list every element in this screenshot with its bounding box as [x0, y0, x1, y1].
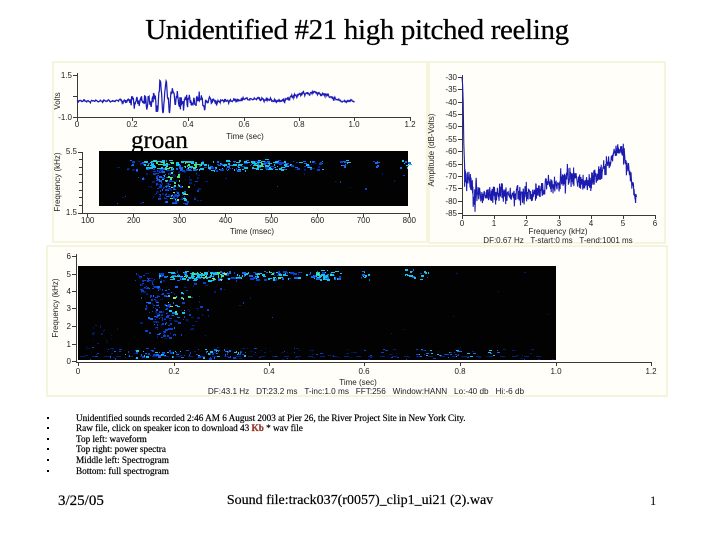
svg-text:0: 0	[76, 367, 81, 376]
svg-text:1.0: 1.0	[550, 367, 562, 376]
svg-text:-70: -70	[445, 172, 457, 181]
svg-text:2: 2	[67, 322, 72, 331]
svg-text:0.6: 0.6	[238, 120, 250, 129]
svg-text:1.0: 1.0	[348, 120, 360, 129]
svg-text:300: 300	[173, 216, 187, 225]
svg-text:4: 4	[67, 287, 72, 296]
svg-text:-85: -85	[445, 209, 457, 218]
svg-text:Frequency (kHz): Frequency (kHz)	[53, 152, 62, 211]
svg-text:-80: -80	[445, 197, 457, 206]
svg-text:0: 0	[75, 120, 80, 129]
svg-text:5.5: 5.5	[66, 147, 78, 156]
svg-text:3: 3	[67, 304, 72, 313]
svg-text:0.2: 0.2	[126, 120, 138, 129]
svg-text:1.5: 1.5	[66, 208, 78, 217]
svg-text:-75: -75	[445, 184, 457, 193]
svg-text:Time (sec): Time (sec)	[226, 132, 264, 141]
svg-text:0.8: 0.8	[293, 120, 305, 129]
svg-text:400: 400	[219, 216, 233, 225]
svg-text:-45: -45	[445, 110, 457, 119]
svg-text:5: 5	[67, 270, 72, 279]
svg-text:1: 1	[67, 340, 72, 349]
svg-text:500: 500	[265, 216, 279, 225]
svg-text:-50: -50	[445, 122, 457, 131]
svg-text:-1.0: -1.0	[58, 113, 72, 122]
svg-text:2: 2	[524, 219, 529, 228]
svg-text:-65: -65	[445, 160, 457, 169]
svg-text:Amplitude (dB-Volts): Amplitude (dB-Volts)	[427, 113, 436, 186]
svg-text:1.2: 1.2	[645, 367, 657, 376]
svg-text:0.4: 0.4	[182, 120, 194, 129]
svg-text:-55: -55	[445, 135, 457, 144]
svg-text:1.2: 1.2	[404, 120, 416, 129]
svg-text:600: 600	[311, 216, 325, 225]
svg-text:4: 4	[589, 219, 594, 228]
svg-text:DF:0.67 Hz T-start:0 ms T-: DF:0.67 Hz T-start:0 ms T-end:1001 ms	[483, 236, 632, 245]
svg-text:0: 0	[460, 219, 465, 228]
svg-text:3: 3	[557, 219, 562, 228]
svg-text:800: 800	[403, 216, 417, 225]
svg-text:0.8: 0.8	[454, 367, 466, 376]
svg-text:1.5: 1.5	[61, 71, 73, 80]
svg-text:Frequency (kHz): Frequency (kHz)	[528, 227, 587, 236]
svg-text:Time (sec): Time (sec)	[339, 378, 377, 387]
svg-text:0.6: 0.6	[358, 367, 370, 376]
svg-text:200: 200	[127, 216, 141, 225]
svg-text:0.4: 0.4	[263, 367, 275, 376]
svg-text:6: 6	[67, 252, 72, 261]
svg-text:5: 5	[621, 219, 626, 228]
svg-text:100: 100	[81, 216, 95, 225]
svg-text:Volts: Volts	[53, 92, 62, 109]
svg-text:-35: -35	[445, 85, 457, 94]
svg-text:DF:43.1 Hz DT:23.2 ms T-in: DF:43.1 Hz DT:23.2 ms T-inc:1.0 ms FFT:2…	[208, 387, 525, 396]
svg-text:0.2: 0.2	[168, 367, 180, 376]
svg-text:-40: -40	[445, 98, 457, 107]
svg-text:1: 1	[492, 219, 497, 228]
svg-text:-30: -30	[445, 73, 457, 82]
svg-text:Frequency (kHz): Frequency (kHz)	[51, 278, 60, 337]
svg-text:-60: -60	[445, 147, 457, 156]
svg-text:Time (msec): Time (msec)	[230, 227, 274, 236]
svg-text:0: 0	[67, 357, 72, 366]
svg-text:700: 700	[357, 216, 371, 225]
svg-text:6: 6	[653, 219, 658, 228]
